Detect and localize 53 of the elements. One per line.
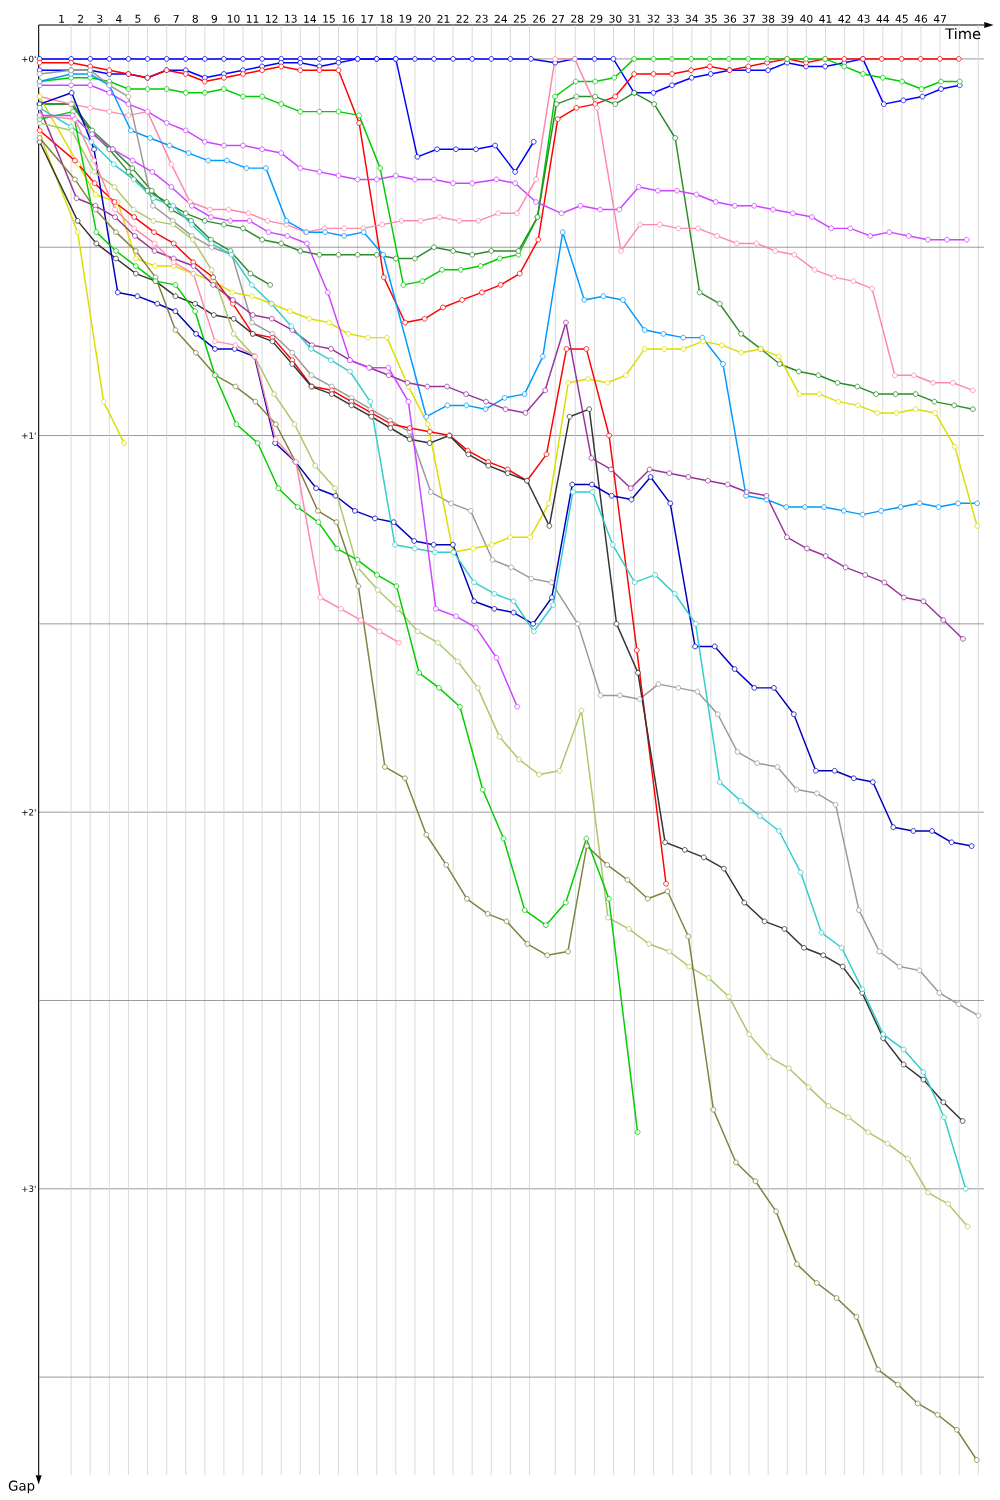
- y-tick-label: +0': [22, 55, 36, 63]
- x-tick-label: 14: [304, 14, 317, 23]
- x-tick-label: 4: [116, 14, 122, 23]
- y-tick-label: +2': [22, 808, 36, 816]
- x-tick-label: 1: [59, 14, 64, 23]
- x-tick-label: 46: [914, 14, 928, 23]
- x-tick-label: 24: [494, 14, 508, 23]
- x-tick-label: 17: [361, 14, 374, 23]
- x-tick-label: 34: [685, 14, 698, 23]
- x-tick-label: 37: [743, 14, 755, 23]
- x-tick-label: 13: [285, 14, 297, 23]
- y-axis-title: Gap: [8, 1480, 35, 1494]
- x-tick-label: 18: [380, 14, 393, 23]
- x-tick-label: 26: [533, 14, 546, 23]
- x-tick-label: 29: [590, 14, 603, 23]
- x-tick-label: 12: [266, 14, 278, 23]
- x-tick-label: 2: [78, 14, 83, 23]
- x-tick-label: 22: [456, 14, 469, 23]
- x-tick-label: 39: [781, 14, 794, 23]
- x-tick-label: 9: [211, 14, 218, 23]
- x-tick-label: 23: [475, 14, 488, 23]
- x-tick-label: 42: [838, 14, 851, 23]
- x-tick-label: 16: [342, 14, 355, 23]
- x-tick-label: 7: [173, 14, 179, 23]
- x-tick-label: 21: [437, 14, 450, 23]
- x-tick-label: 38: [762, 14, 775, 23]
- y-tick-label: +3': [22, 1185, 36, 1193]
- y-tick-label: +1': [22, 432, 36, 439]
- x-axis-title: Time: [945, 27, 981, 40]
- x-tick-label: 31: [628, 14, 641, 23]
- x-tick-label: 32: [647, 14, 660, 23]
- x-tick-label: 10: [227, 14, 240, 23]
- x-tick-label: 27: [552, 14, 564, 23]
- x-tick-label: 35: [704, 14, 717, 23]
- x-tick-label: 30: [609, 14, 622, 23]
- x-tick-label: 43: [857, 14, 870, 23]
- x-tick-label: 19: [399, 14, 412, 23]
- x-tick-label: 44: [876, 14, 889, 23]
- x-tick-label: 28: [571, 14, 584, 23]
- x-tick-label: 6: [154, 14, 160, 23]
- x-tick-label: 20: [418, 14, 431, 23]
- x-tick-label: 15: [323, 14, 335, 23]
- x-tick-label: 3: [97, 14, 103, 23]
- x-tick-label: 11: [246, 14, 259, 23]
- x-tick-label: 40: [800, 14, 813, 23]
- x-tick-label: 36: [724, 14, 737, 23]
- x-tick-label: 8: [192, 14, 198, 23]
- x-tick-label: 25: [513, 14, 526, 23]
- x-tick-label: 5: [135, 14, 141, 23]
- x-tick-label: 41: [819, 14, 832, 23]
- x-tick-label: 33: [666, 14, 679, 23]
- x-tick-label: 45: [895, 14, 908, 23]
- x-tick-label: 47: [933, 14, 946, 23]
